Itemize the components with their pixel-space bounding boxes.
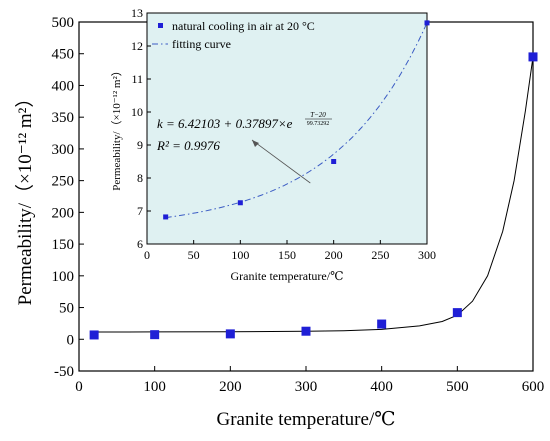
main-y-tick-label: 500 — [52, 15, 75, 31]
main-y-axis-label: Permeability/（×10⁻¹² m²） — [14, 89, 36, 306]
main-data-point — [150, 330, 160, 340]
main-data-point — [89, 330, 99, 340]
inset-y-tick-label: 11 — [131, 72, 143, 86]
main-fit-curve — [94, 56, 534, 333]
inset-chart: 0 50 100 150 200 250 300 6 7 8 9 10 11 12 13 natural … — [110, 6, 436, 283]
main-y-tick-label: 400 — [52, 78, 75, 94]
main-x-ticks: 0 100 200 300 400 500 600 — [75, 366, 544, 395]
inset-legend: natural cooling in air at 20 °C fitting … — [152, 19, 315, 51]
inset-x-tick-label: 250 — [371, 248, 389, 262]
main-y-tick-label: 300 — [52, 142, 75, 158]
legend-label-scatter: natural cooling in air at 20 °C — [172, 19, 315, 33]
inset-x-ticks: 0 50 100 150 200 250 300 — [144, 240, 436, 262]
inset-data-points — [163, 20, 430, 220]
main-x-tick-label: 300 — [295, 379, 318, 395]
main-y-ticks: -50 0 50 100 150 200 250 300 350 400 450 500 — [52, 15, 84, 380]
inset-y-tick-label: 13 — [131, 6, 143, 20]
inset-x-tick-label: 200 — [325, 248, 343, 262]
main-x-tick-label: 200 — [219, 379, 242, 395]
main-y-tick-label: -50 — [54, 364, 74, 380]
main-y-tick-label: 100 — [52, 269, 75, 285]
main-data-point — [528, 52, 538, 62]
inset-x-tick-label: 150 — [278, 248, 296, 262]
inset-data-point — [331, 159, 337, 164]
main-x-tick-label: 400 — [370, 379, 393, 395]
main-y-tick-label: 0 — [67, 332, 75, 348]
main-x-tick-label: 500 — [446, 379, 469, 395]
main-chart: 0 100 200 300 400 500 600 -5005010015020025030… — [14, 15, 544, 430]
inset-data-point — [163, 214, 169, 220]
equation-exponent-numerator: T−20 — [310, 111, 326, 119]
main-data-point — [452, 308, 462, 318]
inset-y-ticks: 6 7 8 9 10 11 12 13 — [131, 6, 151, 251]
fit-equation: k = 6.42103 + 0.37897×e T−20 99.73292 R²… — [156, 111, 332, 184]
inset-y-tick-label: 9 — [137, 138, 143, 152]
inset-y-tick-label: 7 — [137, 204, 143, 218]
main-x-axis-label: Granite temperature/℃ — [217, 409, 396, 430]
main-y-tick-label: 200 — [52, 205, 75, 221]
main-x-tick-label: 100 — [143, 379, 166, 395]
inset-y-axis-label: Permeability/（×10⁻¹² m²） — [110, 65, 123, 190]
inset-y-tick-label: 10 — [131, 105, 143, 119]
inset-y-tick-label: 6 — [137, 237, 143, 251]
main-data-points — [89, 52, 538, 340]
main-y-tick-label: 250 — [52, 174, 75, 190]
main-x-tick-label: 0 — [75, 379, 83, 395]
equation-main: k = 6.42103 + 0.37897×e — [157, 116, 293, 131]
inset-x-tick-label: 300 — [418, 248, 436, 262]
main-data-point — [301, 326, 311, 336]
inset-x-tick-label: 50 — [188, 248, 200, 262]
inset-x-tick-label: 0 — [144, 248, 150, 262]
main-y-tick-label: 450 — [52, 47, 75, 63]
inset-fit-curve — [165, 22, 428, 219]
main-y-tick-label: 350 — [52, 110, 75, 126]
inset-data-point — [237, 200, 243, 206]
main-y-tick-label: 50 — [59, 301, 74, 317]
inset-x-tick-label: 100 — [231, 248, 249, 262]
annotation-arrow — [251, 139, 311, 184]
main-data-point — [225, 329, 235, 339]
inset-x-axis-label: Granite temperature/℃ — [230, 269, 343, 283]
inset-y-tick-label: 12 — [131, 39, 143, 53]
equation-r2: R² = 0.9976 — [156, 138, 220, 153]
main-x-tick-label: 600 — [522, 379, 545, 395]
inset-background — [147, 13, 427, 244]
annotation-arrowhead — [252, 140, 259, 147]
main-y-tick-label: 150 — [52, 237, 75, 253]
inset-y-tick-label: 8 — [137, 171, 143, 185]
legend-label-line: fitting curve — [172, 37, 231, 51]
inset-data-point — [424, 20, 430, 26]
equation-exponent-denominator: 99.73292 — [307, 121, 330, 127]
legend-marker-scatter — [158, 23, 163, 28]
main-data-point — [377, 319, 387, 329]
